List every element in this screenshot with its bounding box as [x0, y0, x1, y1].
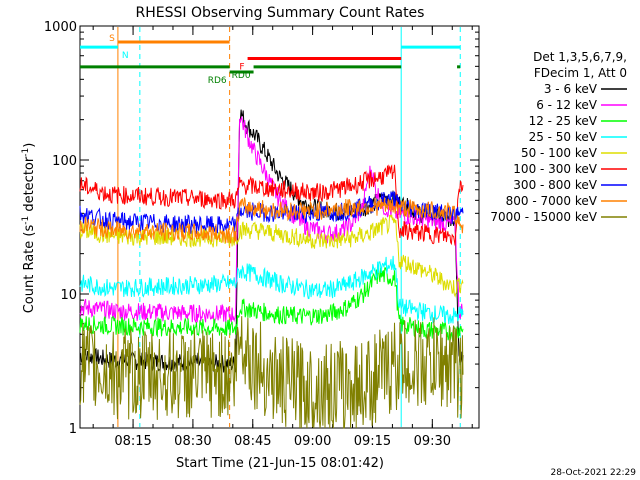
x-tick-label: 08:15 — [114, 434, 151, 449]
timestamp: 28-Oct-2021 22:29 — [551, 468, 637, 478]
y-tick-label: 10 — [60, 288, 77, 303]
state-bar-label: RD6 — [208, 76, 227, 86]
series-line-8 — [79, 197, 464, 244]
legend-label: 800 - 7000 keV — [506, 194, 598, 208]
series-line-2 — [79, 115, 464, 325]
y-axis-label: Count Rate (s-1 detector-1) — [21, 143, 37, 314]
chart-title: RHESSI Observing Summary Count Rates — [136, 5, 425, 21]
state-bar-label: S — [109, 34, 115, 44]
y-tick-label: 1000 — [44, 20, 77, 35]
x-axis-label: Start Time (21-Jun-15 08:01:42) — [176, 456, 384, 471]
legend-label: 100 - 300 keV — [513, 162, 597, 176]
series-line-9 — [79, 316, 464, 429]
legend-label: 12 - 25 keV — [529, 114, 598, 128]
legend-header-line-1: Det 1,3,5,6,7,9, — [533, 50, 627, 64]
x-tick-label: 08:45 — [234, 434, 271, 449]
legend-label: 25 - 50 keV — [529, 130, 598, 144]
y-axis-label-main: Count Rate (s — [22, 225, 37, 314]
x-tick-label: 09:15 — [354, 434, 391, 449]
legend-header-line-2: FDecim 1, Att 0 — [534, 66, 627, 80]
y-axis-label-mid: detector — [22, 156, 37, 216]
legend-label: 300 - 800 keV — [513, 178, 597, 192]
series-line-7 — [79, 190, 464, 234]
y-axis-label-end: ) — [22, 143, 37, 148]
y-tick-label: 1 — [69, 422, 77, 437]
y-axis-label-sup-1: -1 — [21, 216, 31, 225]
plot-area: 1 10 100 1000 08:15 08:30 08:45 09:00 09:15 09:30… — [44, 20, 480, 449]
state-bar-label: F — [239, 63, 244, 73]
legend-label: 6 - 12 keV — [536, 98, 598, 112]
x-tick-label: 09:00 — [294, 434, 331, 449]
legend: Det 1,3,5,6,7,9, FDecim 1, Att 0 3 - 6 k… — [490, 50, 627, 224]
series-line-6 — [79, 164, 464, 246]
legend-label: 7000 - 15000 keV — [490, 210, 597, 224]
x-tick-label: 08:30 — [174, 434, 211, 449]
state-bar-label: N — [122, 51, 129, 61]
series-line-3 — [79, 267, 464, 342]
x-tick-label: 09:30 — [414, 434, 451, 449]
state-bar-label: RD0 — [232, 71, 251, 81]
legend-label: 3 - 6 keV — [544, 82, 598, 96]
y-axis-label-sup-2: -1 — [21, 148, 31, 157]
legend-label: 50 - 100 keV — [521, 146, 598, 160]
series-line-4 — [79, 255, 464, 324]
y-tick-label: 100 — [52, 154, 77, 169]
